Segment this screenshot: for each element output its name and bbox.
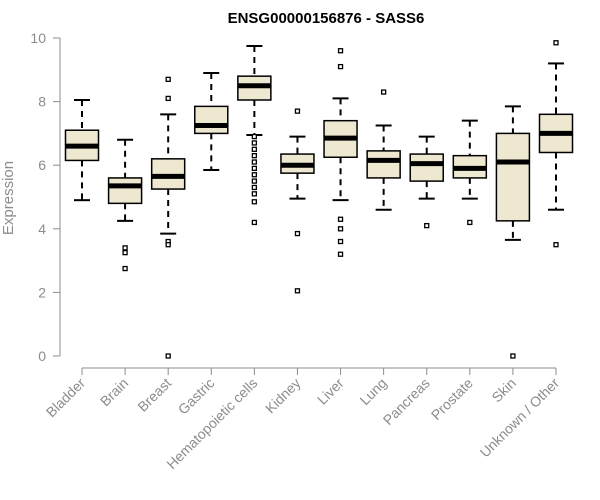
outlier-point	[251, 178, 258, 184]
outlier-point	[337, 63, 344, 70]
box-breast	[150, 76, 186, 359]
outlier-point	[510, 353, 516, 359]
outlier-point	[251, 165, 258, 172]
box-prostate	[452, 119, 488, 226]
x-tick-label: Lung	[356, 375, 389, 408]
outlier-point	[251, 219, 258, 226]
box-liver	[323, 48, 358, 257]
outlier-point	[165, 242, 171, 248]
outlier-point	[553, 40, 559, 46]
box-hematopoietic-cells	[237, 44, 272, 226]
outlier-point	[251, 172, 258, 178]
box-bladder	[64, 99, 100, 202]
chart-title: ENSG00000156876 - SASS6	[228, 10, 425, 27]
outlier-point	[165, 76, 171, 82]
x-tick-label: Bladder	[43, 375, 89, 421]
box-lung	[366, 89, 401, 211]
box-skin	[495, 105, 531, 359]
y-tick-label: 10	[30, 30, 46, 46]
box-gastric	[194, 71, 229, 171]
outlier-point	[251, 199, 258, 205]
x-tick-label: Breast	[134, 375, 174, 415]
outlier-point	[251, 159, 258, 165]
outlier-point	[337, 216, 344, 222]
box-series	[64, 40, 574, 359]
outlier-point	[122, 265, 128, 272]
outlier-point	[424, 222, 430, 229]
box-unknown-other	[538, 40, 574, 248]
outlier-point	[553, 242, 559, 248]
outlier-point	[337, 48, 344, 54]
outlier-point	[294, 108, 301, 114]
outlier-point	[294, 230, 301, 237]
outlier-point	[165, 353, 171, 359]
y-axis: 0 2 4 6 8 10	[30, 30, 61, 364]
outlier-point	[380, 89, 387, 95]
outlier-point	[294, 288, 301, 294]
x-tick-label: Kidney	[262, 375, 304, 417]
outlier-point	[251, 146, 258, 152]
outlier-point	[251, 133, 258, 140]
outlier-point	[122, 249, 128, 256]
outlier-point	[467, 219, 473, 226]
iqr-box	[194, 105, 229, 135]
x-tick-label: Brain	[97, 375, 131, 409]
outlier-point	[251, 140, 258, 146]
iqr-box	[107, 177, 143, 205]
box-kidney	[280, 108, 315, 294]
outlier-point	[337, 238, 344, 245]
outlier-point	[337, 251, 344, 257]
x-tick-label: Unknown / Other	[477, 375, 563, 461]
outlier-point	[251, 153, 258, 159]
iqr-box	[366, 150, 401, 179]
outlier-point	[337, 226, 344, 232]
y-tick-label: 0	[38, 348, 46, 364]
outlier-point	[165, 95, 171, 102]
x-tick-label: Liver	[314, 375, 347, 408]
outlier-point	[251, 184, 258, 191]
x-tick-label: Skin	[488, 375, 519, 406]
y-axis-label: Expression	[0, 161, 17, 235]
x-tick-label: Gastric	[175, 375, 218, 418]
y-tick-label: 8	[38, 94, 46, 110]
x-tick-label: Pancreas	[380, 375, 433, 428]
iqr-box	[409, 153, 444, 182]
outlier-point	[122, 245, 128, 251]
y-tick-label: 4	[38, 221, 46, 237]
x-tick-label: Prostate	[428, 375, 476, 423]
y-tick-label: 2	[38, 284, 46, 300]
outlier-point	[251, 191, 258, 197]
box-pancreas	[409, 135, 444, 229]
iqr-box	[495, 132, 531, 222]
box-brain	[107, 138, 143, 272]
y-tick-label: 6	[38, 157, 46, 173]
